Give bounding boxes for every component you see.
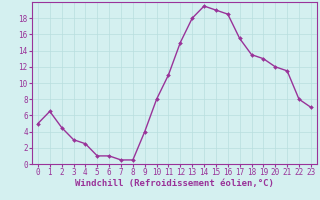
X-axis label: Windchill (Refroidissement éolien,°C): Windchill (Refroidissement éolien,°C) [75,179,274,188]
